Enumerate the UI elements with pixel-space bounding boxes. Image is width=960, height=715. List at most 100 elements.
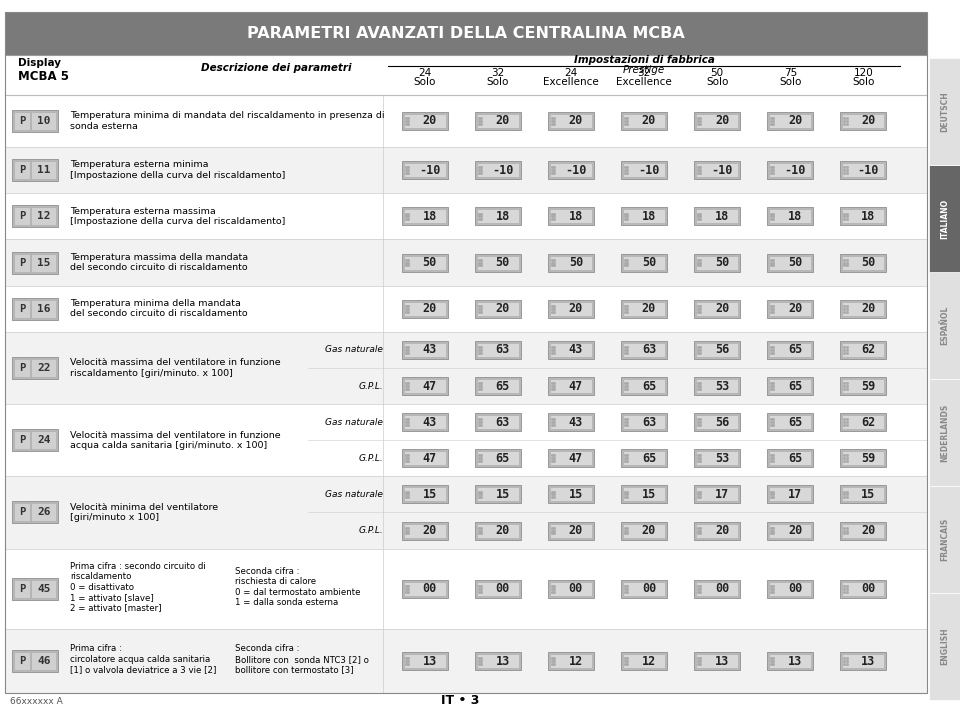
Text: 20: 20	[788, 114, 803, 127]
Bar	[32, 431, 56, 449]
Bar	[32, 254, 56, 272]
Bar	[14, 359, 31, 377]
Bar	[550, 163, 592, 177]
Bar	[12, 650, 58, 672]
Text: 00: 00	[422, 583, 437, 596]
Bar	[696, 451, 738, 465]
Bar	[14, 254, 31, 272]
Bar	[548, 449, 594, 468]
Bar	[550, 415, 592, 429]
Bar	[403, 523, 445, 538]
Bar	[769, 114, 811, 128]
Bar	[621, 449, 667, 468]
Text: 47: 47	[568, 452, 583, 465]
Text: 50: 50	[788, 256, 803, 269]
Text: 15: 15	[861, 488, 876, 501]
Bar	[401, 652, 447, 670]
Text: 20: 20	[568, 524, 583, 537]
Text: 43: 43	[422, 415, 437, 429]
Bar	[14, 503, 31, 521]
Bar	[694, 300, 740, 317]
Bar	[840, 449, 886, 468]
Text: 15: 15	[495, 488, 510, 501]
Bar	[477, 523, 518, 538]
Text: 32: 32	[492, 68, 504, 78]
Bar	[694, 377, 740, 395]
Text: 00: 00	[715, 583, 730, 596]
Bar	[843, 415, 884, 429]
Text: ESPAÑOL: ESPAÑOL	[940, 306, 949, 345]
Bar	[840, 521, 886, 540]
Text: 47: 47	[568, 380, 583, 393]
Text: 65: 65	[642, 380, 656, 393]
Text: 20: 20	[642, 302, 656, 315]
Bar	[929, 379, 960, 486]
Bar	[694, 161, 740, 179]
Text: 56: 56	[715, 343, 730, 357]
Bar	[623, 255, 665, 270]
Bar	[5, 95, 927, 147]
Bar	[767, 377, 813, 395]
Bar	[550, 379, 592, 393]
Bar	[477, 302, 518, 316]
Text: 63: 63	[495, 415, 510, 429]
Bar	[477, 488, 518, 501]
Bar	[843, 163, 884, 177]
Text: 20: 20	[422, 524, 437, 537]
Text: 18: 18	[715, 209, 730, 223]
Bar	[843, 343, 884, 357]
Text: 13: 13	[788, 655, 803, 668]
Bar	[696, 209, 738, 223]
Text: 46: 46	[37, 656, 51, 666]
Bar	[769, 255, 811, 270]
Text: Velocità minima del ventilatore
[giri/minuto x 100]: Velocità minima del ventilatore [giri/mi…	[70, 503, 218, 522]
Bar	[696, 163, 738, 177]
Bar	[550, 255, 592, 270]
Text: 120: 120	[853, 68, 874, 78]
Bar	[843, 302, 884, 316]
Bar	[694, 485, 740, 503]
Text: Temperatura esterna minima
[Impostazione della curva del riscaldamento]: Temperatura esterna minima [Impostazione…	[70, 160, 285, 179]
Text: -10: -10	[565, 164, 587, 177]
Bar	[32, 300, 56, 317]
Bar	[621, 161, 667, 179]
Bar	[769, 488, 811, 501]
Bar	[403, 488, 445, 501]
Bar	[767, 413, 813, 431]
Bar	[403, 255, 445, 270]
Bar	[621, 207, 667, 225]
Bar	[840, 300, 886, 317]
Text: PARAMETRI AVANZATI DELLA CENTRALINA MCBA: PARAMETRI AVANZATI DELLA CENTRALINA MCBA	[247, 26, 684, 41]
Text: 17: 17	[788, 488, 803, 501]
Bar	[769, 582, 811, 596]
Text: Prestige: Prestige	[623, 65, 665, 75]
Bar	[12, 429, 58, 451]
Bar	[14, 207, 31, 225]
Bar	[32, 580, 56, 598]
Bar	[623, 302, 665, 316]
Text: 65: 65	[788, 343, 803, 357]
Bar	[5, 12, 927, 55]
Text: 63: 63	[495, 343, 510, 357]
Bar	[401, 580, 447, 598]
Text: Solo: Solo	[852, 77, 875, 87]
Bar	[5, 332, 927, 404]
Bar	[477, 379, 518, 393]
Bar	[696, 654, 738, 669]
Text: 00: 00	[861, 583, 876, 596]
Text: 16: 16	[37, 304, 51, 314]
Bar	[548, 377, 594, 395]
Bar	[694, 341, 740, 359]
Text: 24: 24	[37, 435, 51, 445]
Bar	[548, 485, 594, 503]
Bar	[840, 652, 886, 670]
Text: Temperatura minima della mandata
del secondo circuito di riscaldamento: Temperatura minima della mandata del sec…	[70, 299, 248, 318]
Text: 50: 50	[642, 256, 656, 269]
Bar	[843, 379, 884, 393]
Text: 00: 00	[568, 583, 583, 596]
Bar	[477, 415, 518, 429]
Bar	[696, 488, 738, 501]
Bar	[694, 112, 740, 130]
Bar	[550, 114, 592, 128]
Bar	[843, 451, 884, 465]
